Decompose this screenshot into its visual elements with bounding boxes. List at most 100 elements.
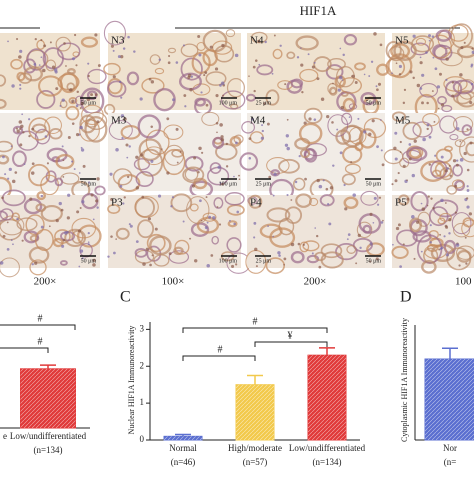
nucleus xyxy=(55,219,59,223)
nucleus xyxy=(87,74,90,78)
bar-hatch xyxy=(164,436,202,440)
tissue xyxy=(341,173,356,186)
tissue xyxy=(385,40,402,60)
significance-bracket xyxy=(182,355,256,361)
nucleus xyxy=(459,140,462,143)
nucleus xyxy=(412,34,416,38)
nucleus xyxy=(151,254,154,257)
tissue xyxy=(162,148,186,176)
nucleus xyxy=(421,73,425,77)
nucleus xyxy=(120,114,125,118)
nucleus xyxy=(340,105,345,110)
nucleus xyxy=(61,98,65,102)
nucleus xyxy=(354,80,358,84)
nucleus xyxy=(87,241,90,244)
tissue xyxy=(103,20,126,46)
nucleus xyxy=(336,128,339,131)
nucleus xyxy=(150,80,155,84)
nucleus xyxy=(238,174,240,177)
tissue xyxy=(452,79,474,95)
tissue xyxy=(408,217,423,233)
nucleus xyxy=(197,34,201,39)
nucleus xyxy=(66,231,69,234)
nucleus xyxy=(77,229,82,233)
nucleus xyxy=(445,78,448,82)
nucleus xyxy=(222,94,225,97)
nucleus xyxy=(220,135,224,139)
tissue xyxy=(23,198,43,215)
nucleus xyxy=(261,124,264,127)
nucleus xyxy=(409,70,413,74)
tissue xyxy=(26,48,47,71)
nucleus xyxy=(380,119,382,121)
nucleus xyxy=(115,148,119,152)
nucleus xyxy=(75,104,79,108)
nucleus xyxy=(327,203,330,206)
nucleus xyxy=(75,132,80,137)
nucleus xyxy=(236,210,240,214)
tissue xyxy=(343,196,359,210)
nucleus xyxy=(320,97,325,101)
nucleus xyxy=(440,155,444,159)
tissue xyxy=(71,217,97,239)
nucleus xyxy=(198,53,202,57)
tissue xyxy=(439,115,458,134)
header: HIF1A xyxy=(300,3,337,18)
nucleus xyxy=(394,179,398,183)
nucleus xyxy=(147,217,152,221)
panel-label: N5 xyxy=(395,35,409,47)
nucleus xyxy=(328,222,332,226)
tissue xyxy=(314,251,327,262)
tissue xyxy=(66,67,76,75)
panel-letter: D xyxy=(400,289,412,306)
nucleus xyxy=(34,37,37,41)
tissue xyxy=(54,177,64,187)
nucleus xyxy=(257,39,260,42)
nucleus xyxy=(325,187,329,191)
tissue xyxy=(341,112,353,126)
nucleus xyxy=(284,143,289,147)
nucleus xyxy=(429,224,432,227)
tissue xyxy=(419,83,439,98)
tissue xyxy=(145,129,170,156)
nucleus xyxy=(107,255,110,258)
scale-bar-label: 50 μm xyxy=(81,100,97,106)
nucleus xyxy=(297,242,301,246)
nucleus xyxy=(264,40,267,44)
nucleus xyxy=(255,265,258,268)
nucleus xyxy=(368,75,371,78)
significance-bracket xyxy=(182,327,328,333)
tissue xyxy=(420,160,446,182)
nucleus xyxy=(201,151,204,154)
nucleus xyxy=(258,205,261,208)
tissue xyxy=(415,37,427,46)
nucleus xyxy=(187,75,191,80)
tissue xyxy=(18,72,33,84)
nucleus xyxy=(300,47,302,49)
nucleus xyxy=(28,118,31,121)
nucleus xyxy=(429,241,432,244)
nucleus xyxy=(253,236,256,239)
nucleus xyxy=(440,103,445,107)
nucleus xyxy=(434,67,438,71)
tissue xyxy=(201,111,220,126)
tissue xyxy=(439,212,452,222)
nucleus xyxy=(16,129,20,133)
tissue xyxy=(393,40,417,61)
nucleus xyxy=(248,156,252,160)
tissue xyxy=(173,246,184,256)
tissue xyxy=(213,197,224,209)
tissue xyxy=(325,64,344,80)
nucleus xyxy=(21,113,24,116)
nucleus xyxy=(267,225,269,228)
tissue xyxy=(248,194,263,209)
nucleus xyxy=(19,83,22,87)
tissue xyxy=(134,195,159,218)
nucleus xyxy=(332,164,335,167)
nucleus xyxy=(63,42,66,45)
x-tick-label: e xyxy=(3,431,7,441)
nucleus xyxy=(150,159,154,163)
nucleus xyxy=(426,204,429,207)
magnification: 200× xyxy=(34,276,57,288)
nucleus xyxy=(62,238,66,242)
